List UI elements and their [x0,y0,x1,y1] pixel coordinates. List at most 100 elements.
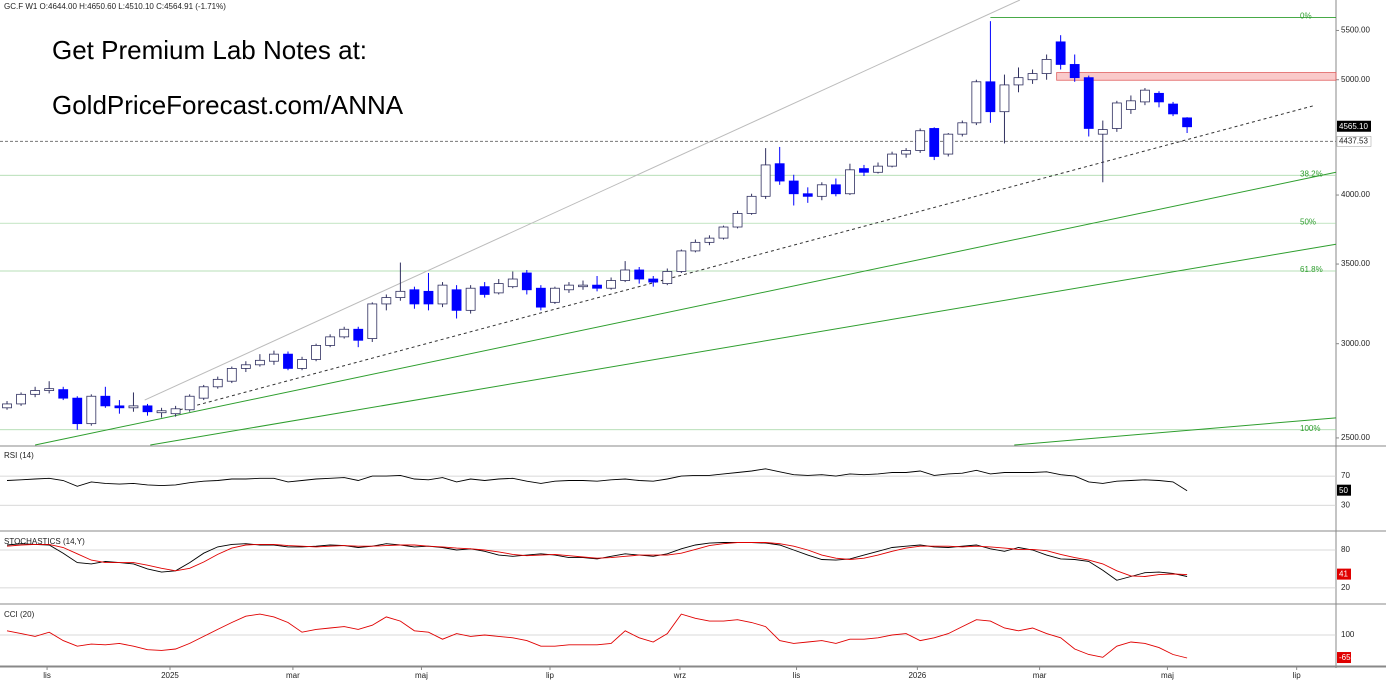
fib-label: 0% [1300,12,1312,21]
value-marker-label: -65 [1339,653,1351,662]
x-tick-label: wrz [673,671,686,680]
candle-body [212,378,223,388]
candle-body [943,133,954,155]
candle-body [269,353,279,362]
x-tick-label: 2025 [161,671,179,680]
x-tick-label: maj [1161,671,1174,680]
candle-body [521,272,532,291]
x-tick-label: lis [43,671,51,680]
candle-body [816,184,827,197]
value-marker-label: 50 [1339,486,1348,495]
x-tick-label: mar [286,671,300,680]
trendline [144,0,1021,401]
candle-body [676,250,687,272]
candle-body [830,184,841,195]
candle-body [86,395,97,425]
candle-body [845,169,855,195]
value-marker-label: 41 [1339,570,1348,579]
candle-body [606,280,617,289]
value-marker [1337,652,1351,664]
y-tick-label: 5500.00 [1341,26,1370,35]
candle-body [915,130,926,151]
y-tick-label: 2500.00 [1341,433,1370,442]
candle-body [479,286,490,295]
candle-body [226,368,237,382]
candle-body [957,122,968,135]
y-tick-label: 20 [1341,583,1350,592]
candle-body [395,290,406,298]
candle-body [550,287,560,303]
candle-body [634,269,645,280]
candle-body [297,359,307,369]
pane-title: STOCHASTICS (14,Y) [4,537,85,546]
indicator-line [6,542,1188,577]
y-tick-label: 30 [1341,500,1350,509]
candle-body [142,405,153,413]
candle-body [1069,64,1080,79]
fib-label: 100% [1300,424,1320,433]
candle-body [1168,103,1178,115]
y-tick-label: 80 [1341,545,1350,554]
candle-body [746,195,757,214]
candle-body [662,271,673,285]
value-marker [1337,484,1351,496]
candle-body [788,180,799,195]
candle-body [873,165,883,173]
candle-body [1182,117,1192,128]
candle-body [367,303,378,339]
indicator-line [6,468,1188,492]
candle-body [339,328,350,338]
candle-body [198,386,209,399]
fib-label: 61.8% [1300,265,1323,274]
candle-body [30,390,41,395]
candle-body [437,284,448,305]
candle-body [1154,92,1164,103]
candle-body [760,164,771,197]
candle-body [929,128,940,157]
candle-body [114,405,125,409]
value-marker [1337,568,1351,580]
candle-body [100,395,111,407]
fib-label: 38.2% [1300,169,1323,178]
trendline [179,104,1316,411]
candle-body [507,278,518,288]
candle-body [774,163,785,182]
pane-title: CCI (20) [4,610,35,619]
x-tick-label: 2026 [908,671,926,680]
trendline [1014,417,1337,446]
y-tick-label: 3500.00 [1341,259,1370,268]
candle-body [170,408,181,415]
y-tick-label: 3000.00 [1341,339,1370,348]
indicator-line [6,542,1188,581]
candle-body [999,84,1010,113]
candle-body [283,353,293,369]
candle-body [704,237,715,243]
candle-body [465,287,476,311]
candle-body [901,150,912,155]
candle-body [254,359,265,366]
candle-body [72,397,83,425]
level-marker-label: 4437.53 [1339,137,1368,146]
candle-body [409,289,420,305]
candle-body [1111,102,1122,129]
candle-body [985,81,996,113]
candle-body [156,410,167,414]
candle-body [423,290,434,305]
candle-body [311,345,321,360]
trendline [150,243,1337,446]
candle-body [1097,129,1108,135]
indicator-line [6,613,1188,659]
candle-body [128,405,139,409]
candle-body [1140,89,1150,103]
candle-body [690,241,701,252]
candle-body [1041,59,1052,74]
x-tick-label: mar [1033,671,1047,680]
x-tick-label: lip [546,671,555,680]
candle-body [802,193,813,197]
candle-body [620,269,631,281]
candle-body [648,278,659,283]
y-tick-label: 5000.00 [1341,75,1370,84]
